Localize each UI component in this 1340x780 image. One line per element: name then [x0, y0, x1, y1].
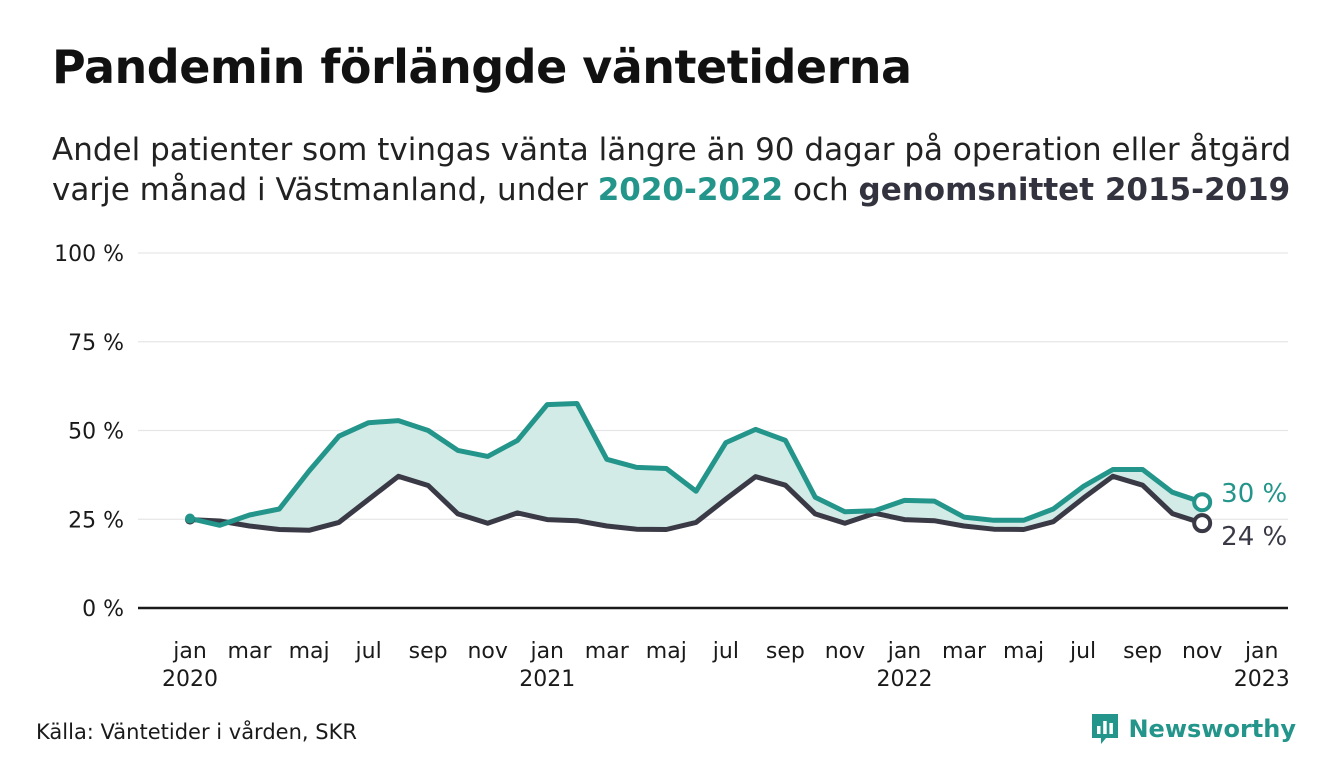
- y-axis-ticks: 0 % 25 % 50 % 75 % 100 %: [54, 242, 124, 622]
- x-tick-label: jul: [355, 639, 382, 664]
- series-line-2020-2022: [187, 401, 1205, 528]
- x-tick-label: nov: [1182, 639, 1222, 664]
- y-tick-label: 100 %: [54, 242, 124, 267]
- y-tick-label: 25 %: [68, 508, 124, 533]
- x-tick-year-label: 2023: [1234, 667, 1290, 692]
- x-tick-label: maj: [646, 639, 687, 664]
- end-label-average: 24 %: [1221, 522, 1287, 552]
- y-tick-label: 50 %: [68, 420, 124, 445]
- subtitle-connector: och: [783, 172, 859, 208]
- x-tick-label: sep: [1123, 639, 1162, 664]
- x-tick-label: maj: [289, 639, 330, 664]
- series-line-average: [187, 473, 1205, 533]
- x-tick-label: jul: [712, 639, 739, 664]
- series-start-point-2020-2022: [185, 513, 195, 524]
- subtitle-prefix: varje månad i Västmanland, under: [52, 172, 598, 208]
- x-tick-label: mar: [585, 639, 630, 664]
- newsworthy-logo: Newsworthy: [1090, 712, 1296, 746]
- legend-series-2020-2022: 2020-2022: [597, 172, 784, 208]
- legend-series-average: genomsnittet 2015-2019: [858, 172, 1291, 208]
- x-tick-label: jul: [1069, 639, 1096, 664]
- x-tick-label: nov: [825, 639, 865, 664]
- subtitle-line-2: varje månad i Västmanland, under 2020-20…: [52, 170, 1340, 210]
- y-tick-label: 75 %: [68, 331, 124, 356]
- bar-chart-speech-bubble-icon: [1092, 714, 1119, 744]
- x-tick-label: jan: [529, 639, 564, 664]
- x-tick-label: maj: [1003, 639, 1044, 664]
- series-lines: [187, 401, 1205, 533]
- source-note: Källa: Väntetider i vården, SKR: [36, 720, 357, 744]
- subtitle-line-1: Andel patienter som tvingas vänta längre…: [52, 132, 1292, 168]
- series-endpoints: 30 % 24 %: [185, 479, 1287, 552]
- x-tick-year-label: 2020: [162, 667, 218, 692]
- series-end-point-average: [1192, 513, 1213, 534]
- x-tick-label: jan: [1244, 639, 1279, 664]
- x-tick-label: mar: [228, 639, 273, 664]
- series-end-point-2020-2022: [1192, 492, 1213, 513]
- chart-subtitle: Andel patienter som tvingas vänta längre…: [52, 130, 1340, 210]
- x-tick-year-label: 2022: [876, 667, 932, 692]
- x-tick-label: jan: [887, 639, 922, 664]
- x-tick-label: mar: [942, 639, 987, 664]
- x-tick-label: sep: [409, 639, 448, 664]
- end-label-2020-2022: 30 %: [1221, 479, 1287, 509]
- x-tick-year-label: 2021: [519, 667, 575, 692]
- x-tick-label: nov: [467, 639, 507, 664]
- y-tick-label: 0 %: [82, 597, 124, 622]
- x-tick-label: jan: [172, 639, 207, 664]
- chart-title: Pandemin förlängde väntetiderna: [52, 40, 912, 94]
- logo-text: Newsworthy: [1128, 715, 1296, 743]
- x-tick-label: sep: [766, 639, 805, 664]
